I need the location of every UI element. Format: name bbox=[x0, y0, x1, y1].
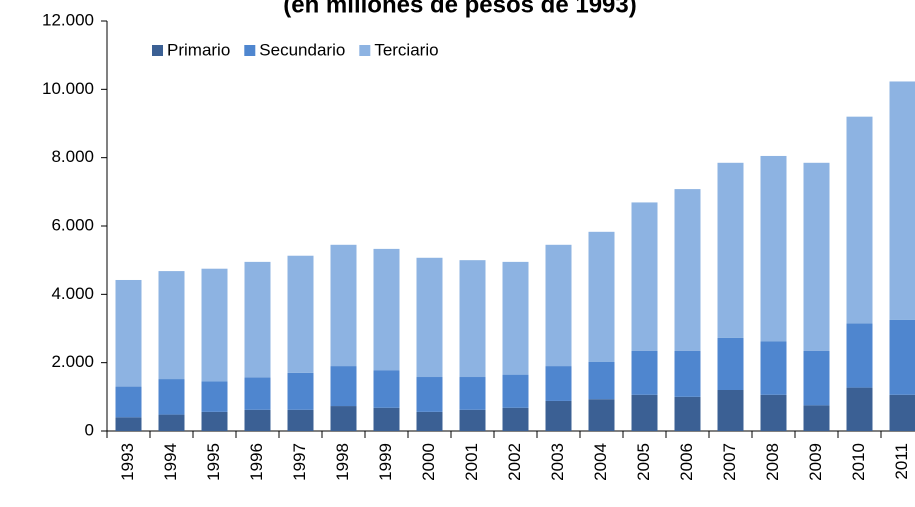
y-tick-label: 6.000 bbox=[51, 215, 94, 234]
x-tick-label: 2002 bbox=[505, 443, 524, 481]
bar-segment bbox=[846, 387, 873, 431]
bar-segment bbox=[201, 268, 228, 382]
bar-segment bbox=[416, 411, 443, 431]
bar-segment bbox=[760, 394, 787, 431]
bar-segment bbox=[244, 261, 271, 378]
bar-segment bbox=[631, 350, 658, 395]
bar-segment bbox=[416, 377, 443, 412]
bar-segment bbox=[803, 405, 830, 431]
x-tick-label: 1996 bbox=[247, 443, 266, 481]
bar-segment bbox=[760, 341, 787, 395]
x-tick-label: 2009 bbox=[806, 443, 825, 481]
bar-segment bbox=[502, 374, 529, 408]
bar-segment bbox=[760, 155, 787, 342]
legend-swatch bbox=[244, 45, 256, 56]
bar-segment bbox=[588, 399, 615, 431]
y-tick-label: 8.000 bbox=[51, 147, 94, 166]
bar-segment bbox=[545, 244, 572, 367]
bar-segment bbox=[373, 248, 400, 371]
bar-segment bbox=[459, 260, 486, 378]
x-tick-label: 2006 bbox=[677, 443, 696, 481]
bar-segment bbox=[287, 255, 314, 373]
bar-segment bbox=[416, 257, 443, 378]
bar-segment bbox=[115, 386, 142, 418]
legend-label: Secundario bbox=[259, 40, 345, 59]
y-tick-label: 10.000 bbox=[42, 79, 94, 98]
bar-segment bbox=[717, 390, 744, 431]
legend-swatch bbox=[152, 45, 163, 56]
bar-segment bbox=[545, 366, 572, 401]
bar-segment bbox=[373, 370, 400, 408]
bar-segment bbox=[459, 409, 486, 431]
bar-segment bbox=[803, 162, 830, 351]
bar-segment bbox=[545, 400, 572, 431]
y-tick-label: 12.000 bbox=[42, 10, 94, 29]
bar-segment bbox=[330, 366, 357, 407]
x-tick-label: 1993 bbox=[118, 443, 137, 481]
bar-segment bbox=[674, 350, 701, 397]
bar-segment bbox=[631, 202, 658, 351]
bar-segment bbox=[201, 411, 228, 431]
bar-segment bbox=[674, 189, 701, 351]
bar-segment bbox=[330, 406, 357, 431]
x-tick-label: 2004 bbox=[591, 443, 610, 481]
bar-segment bbox=[115, 417, 142, 431]
bar-segment bbox=[244, 409, 271, 431]
y-tick-label: 4.000 bbox=[51, 284, 94, 303]
legend-label: Primario bbox=[167, 40, 230, 59]
bar-segment bbox=[115, 279, 142, 387]
x-tick-label: 2011 bbox=[892, 443, 911, 480]
bar-segment bbox=[502, 261, 529, 375]
bar-segment bbox=[502, 407, 529, 431]
bar-segment bbox=[717, 337, 744, 390]
bar-segment bbox=[889, 81, 915, 320]
x-tick-label: 2005 bbox=[634, 443, 653, 481]
x-tick-label: 2000 bbox=[419, 443, 438, 481]
x-tick-label: 1995 bbox=[204, 443, 223, 481]
x-tick-label: 2010 bbox=[849, 443, 868, 481]
y-tick-label: 0 bbox=[85, 420, 94, 439]
bar-segment bbox=[158, 414, 185, 431]
bar-segment bbox=[287, 372, 314, 410]
bar-segment bbox=[201, 381, 228, 412]
x-tick-label: 2001 bbox=[462, 443, 481, 481]
x-tick-label: 2007 bbox=[720, 443, 739, 481]
legend-label: Terciario bbox=[374, 40, 438, 59]
x-tick-label: 1994 bbox=[161, 443, 180, 481]
bar-segment bbox=[588, 231, 615, 362]
bar-segment bbox=[459, 377, 486, 410]
x-tick-label: 2008 bbox=[763, 443, 782, 481]
bar-segment bbox=[846, 323, 873, 388]
bar-segment bbox=[889, 319, 915, 395]
bar-segment bbox=[330, 244, 357, 367]
bar-segment bbox=[287, 409, 314, 431]
legend-swatch bbox=[359, 45, 371, 56]
bar-segment bbox=[846, 116, 873, 324]
chart-title: (en millones de pesos de 1993) bbox=[283, 0, 636, 18]
bar-segment bbox=[803, 350, 830, 406]
bar-segment bbox=[717, 162, 744, 338]
bar-segment bbox=[373, 407, 400, 431]
bar-segment bbox=[674, 396, 701, 431]
x-tick-label: 1999 bbox=[376, 443, 395, 481]
x-tick-label: 1998 bbox=[333, 443, 352, 481]
bar-segment bbox=[244, 377, 271, 410]
bar-segment bbox=[889, 394, 915, 431]
bar-segment bbox=[588, 361, 615, 400]
bar-segment bbox=[158, 271, 185, 380]
y-tick-label: 2.000 bbox=[51, 352, 94, 371]
bar-segment bbox=[631, 394, 658, 431]
x-tick-label: 1997 bbox=[290, 443, 309, 481]
x-tick-label: 2003 bbox=[548, 443, 567, 481]
bar-segment bbox=[158, 379, 185, 415]
